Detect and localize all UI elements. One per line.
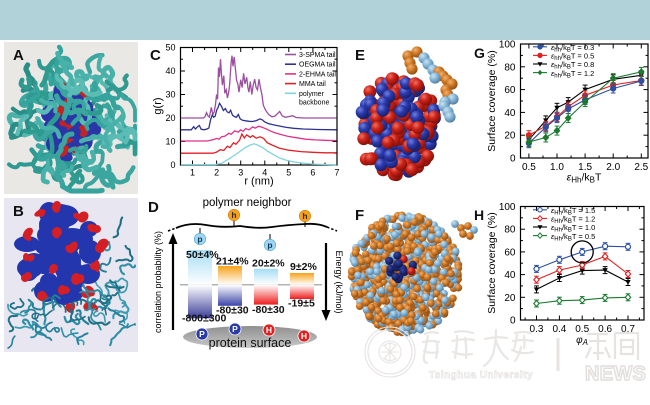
svg-text:polymer: polymer (299, 91, 325, 98)
svg-text:-80±30: -80±30 (216, 305, 249, 317)
svg-text:80: 80 (504, 225, 516, 236)
svg-text:0.7: 0.7 (621, 324, 635, 335)
svg-text:E: E (355, 47, 365, 64)
svg-text:1.5: 1.5 (578, 162, 592, 173)
svg-text:60: 60 (504, 247, 516, 258)
svg-text:3-SPMA tail: 3-SPMA tail (299, 52, 336, 59)
svg-text:εhh/kBT = 0.3: εhh/kBT = 0.3 (551, 43, 594, 54)
svg-text:φA: φA (576, 335, 588, 347)
svg-text:20: 20 (504, 293, 516, 304)
svg-text:OEGMA tail: OEGMA tail (299, 62, 336, 69)
svg-text:εHh/kBT = 1.5: εHh/kBT = 1.5 (551, 206, 595, 217)
svg-text:p: p (267, 240, 272, 250)
svg-text:A: A (13, 47, 24, 64)
svg-text:-19±5: -19±5 (288, 298, 315, 310)
svg-text:εHh/kBT = 0.5: εHh/kBT = 0.5 (551, 232, 595, 243)
svg-text:40: 40 (504, 270, 516, 281)
svg-text:εHh/kBT: εHh/kBT (567, 172, 602, 185)
svg-text:B: B (13, 203, 24, 220)
svg-text:polymer neighbor: polymer neighbor (203, 197, 292, 209)
svg-text:60: 60 (504, 85, 516, 96)
svg-text:correlation probability (%): correlation probability (%) (153, 231, 163, 333)
svg-text:g(r): g(r) (152, 97, 164, 114)
svg-text:H: H (301, 331, 307, 341)
svg-text:Surface coverage (%): Surface coverage (%) (486, 212, 498, 314)
svg-text:80: 80 (504, 62, 516, 73)
svg-text:6: 6 (310, 168, 315, 178)
svg-text:50±4%: 50±4% (186, 249, 219, 261)
svg-text:100: 100 (499, 202, 516, 213)
svg-text:1.0: 1.0 (550, 162, 564, 173)
svg-text:50: 50 (165, 43, 175, 53)
svg-text:0.5: 0.5 (522, 162, 536, 173)
svg-text:-80±30: -80±30 (252, 304, 285, 316)
svg-text:40: 40 (504, 108, 516, 119)
svg-text:2: 2 (214, 168, 219, 178)
svg-text:21±4%: 21±4% (216, 256, 249, 268)
svg-text:20: 20 (504, 131, 516, 142)
svg-text:3: 3 (238, 168, 243, 178)
svg-text:D: D (148, 199, 159, 216)
svg-text:0: 0 (510, 154, 516, 165)
svg-text:100: 100 (499, 40, 516, 51)
svg-text:0: 0 (170, 160, 175, 170)
svg-text:protein surface: protein surface (209, 336, 292, 350)
svg-text:εhh/kBT = 0.5: εhh/kBT = 0.5 (551, 52, 594, 63)
svg-text:H: H (474, 207, 484, 223)
svg-text:0: 0 (510, 316, 516, 327)
svg-text:2-EHMA tail: 2-EHMA tail (299, 71, 336, 78)
svg-text:P: P (199, 329, 205, 339)
svg-text:7: 7 (334, 168, 339, 178)
svg-text:P: P (232, 324, 238, 334)
svg-text:4: 4 (262, 168, 267, 178)
svg-text:0.5: 0.5 (575, 324, 589, 335)
svg-text:εhh/kBT = 0.8: εhh/kBT = 0.8 (551, 60, 594, 71)
svg-text:10: 10 (165, 137, 175, 147)
svg-text:MMA tail: MMA tail (299, 81, 326, 88)
svg-text:40: 40 (165, 66, 175, 76)
svg-text:F: F (355, 207, 364, 224)
svg-text:0.3: 0.3 (530, 324, 544, 335)
svg-text:εhh/kBT = 1.2: εhh/kBT = 1.2 (551, 69, 594, 80)
svg-text:p: p (197, 234, 202, 244)
svg-text:r (nm): r (nm) (244, 176, 273, 188)
svg-text:εHh/kBT = 1.0: εHh/kBT = 1.0 (551, 223, 595, 234)
svg-text:5: 5 (286, 168, 291, 178)
svg-text:-800±300: -800±300 (182, 313, 226, 325)
svg-text:1: 1 (190, 168, 195, 178)
svg-text:9±2%: 9±2% (290, 261, 317, 273)
svg-text:30: 30 (165, 90, 175, 100)
svg-text:h: h (231, 210, 236, 220)
svg-text:0.4: 0.4 (552, 324, 566, 335)
svg-text:backbone: backbone (299, 100, 329, 107)
svg-text:2.0: 2.0 (606, 162, 620, 173)
svg-text:2.5: 2.5 (634, 162, 648, 173)
svg-text:h: h (302, 211, 307, 221)
svg-text:C: C (150, 47, 161, 64)
svg-text:0.6: 0.6 (598, 324, 612, 335)
svg-text:Surface coverage (%): Surface coverage (%) (486, 50, 498, 152)
svg-text:Energy (kJ/mol): Energy (kJ/mol) (334, 250, 344, 313)
svg-text:H: H (266, 325, 272, 335)
svg-text:20±2%: 20±2% (252, 258, 285, 270)
svg-text:G: G (474, 45, 485, 61)
svg-text:Tsinghua University: Tsinghua University (429, 370, 533, 381)
svg-text:εHh/kBT = 1.2: εHh/kBT = 1.2 (551, 215, 595, 226)
svg-text:20: 20 (165, 113, 175, 123)
svg-text:NEWS: NEWS (585, 363, 646, 385)
